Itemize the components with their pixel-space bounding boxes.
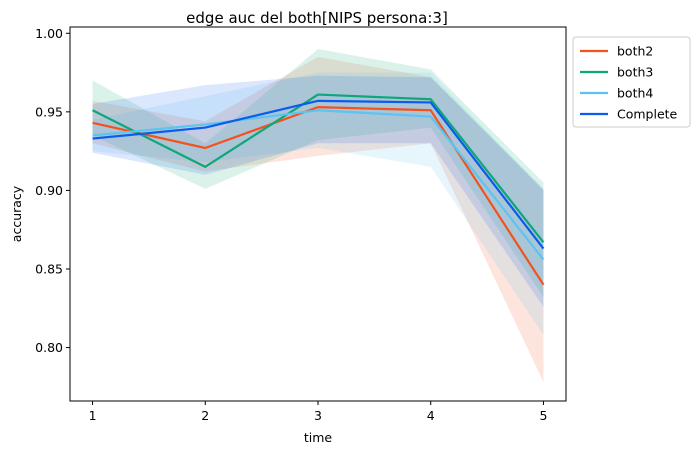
y-tick-label: 1.00 bbox=[35, 26, 63, 41]
confidence-bands bbox=[92, 49, 544, 383]
y-axis-ticks: 0.80 0.85 0.90 0.95 1.00 bbox=[35, 26, 70, 355]
y-tick-label: 0.85 bbox=[35, 262, 63, 277]
y-tick-label: 0.95 bbox=[35, 104, 63, 119]
legend-label: Complete bbox=[617, 107, 678, 122]
legend-label: both2 bbox=[617, 44, 653, 59]
series-band-0 bbox=[92, 56, 544, 383]
x-tick-label: 3 bbox=[314, 408, 322, 423]
series-band-2 bbox=[92, 72, 544, 336]
x-tick-label: 2 bbox=[201, 408, 209, 423]
chart-title: edge auc del both[NIPS persona:3] bbox=[186, 9, 448, 27]
legend: both2 both3 both4 Complete bbox=[572, 36, 691, 128]
x-axis-ticks: 1 2 3 4 5 bbox=[89, 401, 547, 423]
legend-box bbox=[572, 36, 691, 128]
x-tick-label: 4 bbox=[427, 408, 435, 423]
y-tick-label: 0.90 bbox=[35, 183, 63, 198]
y-axis-label: accuracy bbox=[9, 185, 24, 242]
x-tick-label: 5 bbox=[539, 408, 547, 423]
series-band-3 bbox=[92, 75, 544, 307]
x-axis-label: time bbox=[304, 430, 333, 445]
y-tick-label: 0.80 bbox=[35, 340, 63, 355]
x-tick-label: 1 bbox=[89, 408, 97, 423]
series-lines bbox=[92, 93, 545, 286]
legend-label: both4 bbox=[617, 86, 653, 101]
legend-label: both3 bbox=[617, 65, 653, 80]
